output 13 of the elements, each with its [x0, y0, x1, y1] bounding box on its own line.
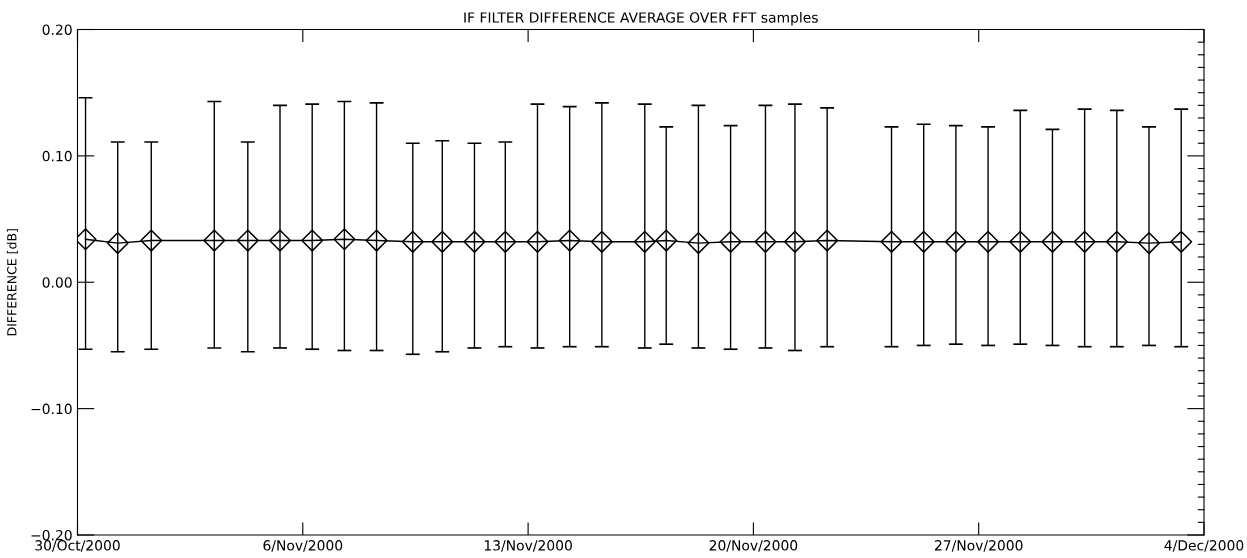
y-tick-label: −0.20 — [31, 529, 72, 541]
x-tick-label: 20/Nov/2000 — [709, 540, 798, 552]
x-tick-label: 4/Dec/2000 — [1164, 540, 1244, 552]
y-tick-label: 0.10 — [42, 150, 72, 162]
y-tick-label: 0.00 — [42, 277, 72, 288]
x-tick-label: 6/Nov/2000 — [263, 540, 343, 552]
chart-title: IF FILTER DIFFERENCE AVERAGE OVER FFT samples — [464, 12, 818, 26]
x-tick-label: 13/Nov/2000 — [484, 540, 572, 552]
y-axis-title: DIFFERENCE [dB] — [6, 229, 19, 336]
y-tick-label: −0.10 — [31, 403, 72, 415]
x-tick-label: 30/Oct/2000 — [35, 540, 120, 552]
y-tick-label: 0.20 — [42, 24, 72, 35]
x-tick-label: 27/Nov/2000 — [934, 540, 1023, 552]
